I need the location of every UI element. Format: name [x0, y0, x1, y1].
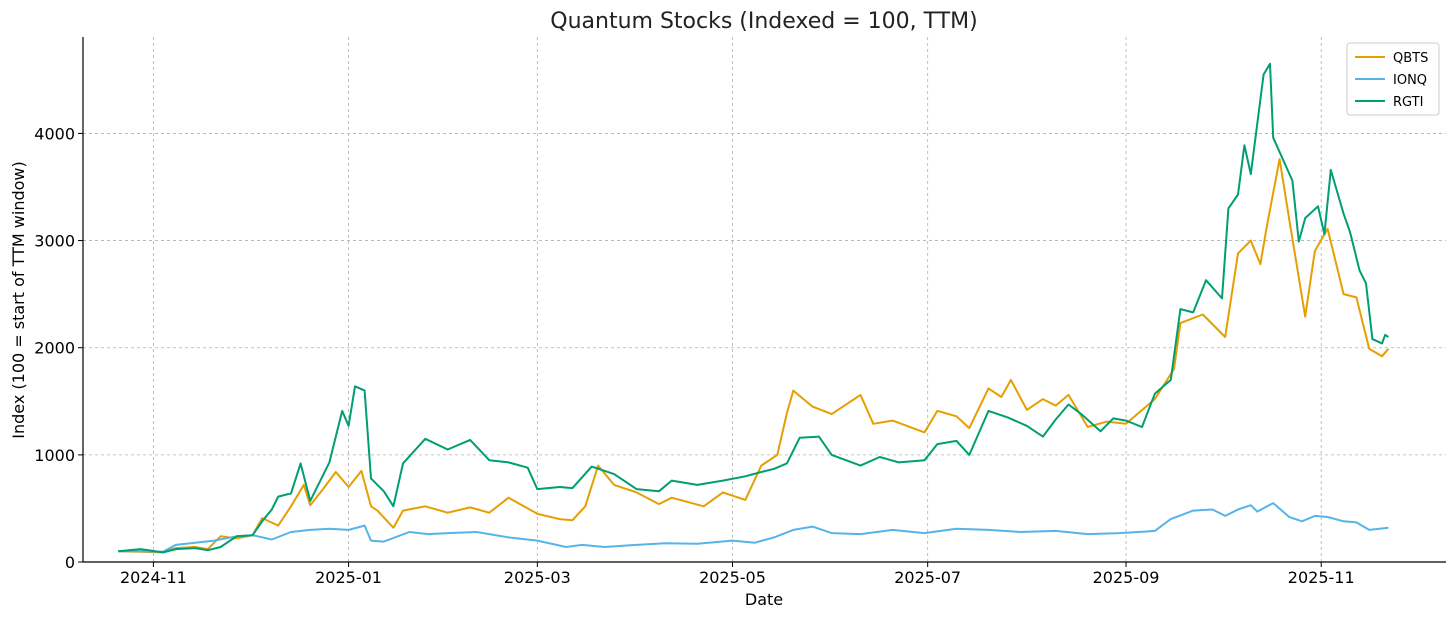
legend-label-ionq: IONQ — [1393, 73, 1427, 88]
series-line-ionq — [118, 502, 1389, 553]
chart-title: Quantum Stocks (Indexed = 100, TTM) — [550, 9, 977, 34]
y-tick-label: 2000 — [34, 339, 75, 358]
x-tick-label: 2025-11 — [1288, 568, 1355, 587]
x-axis-title: Date — [745, 590, 783, 609]
y-tick-label: 1000 — [34, 446, 75, 465]
x-tick-label: 2025-05 — [699, 568, 766, 587]
y-axis-title: Index (100 = start of TTM window) — [9, 161, 28, 438]
legend: QBTS IONQ RGTI — [1346, 42, 1440, 116]
y-tick-label: 4000 — [34, 124, 75, 143]
y-tick-label: 0 — [65, 553, 75, 572]
legend-label-qbts: QBTS — [1393, 51, 1428, 66]
x-axis-ticks: 2024-11 2025-01 2025-03 2025-05 2025-07 2025-… — [120, 562, 1355, 587]
x-tick-label: 2024-11 — [120, 568, 187, 587]
series-line-rgti — [118, 62, 1389, 554]
legend-label-rgti: RGTI — [1393, 95, 1423, 110]
series-lines — [118, 62, 1390, 554]
x-tick-label: 2025-03 — [504, 568, 571, 587]
x-tick-label: 2025-01 — [315, 568, 382, 587]
y-tick-label: 3000 — [34, 232, 75, 251]
x-tick-label: 2025-07 — [894, 568, 961, 587]
gridlines — [83, 37, 1446, 563]
y-axis-ticks: 0 1000 2000 3000 4000 — [34, 124, 83, 572]
legend-box — [1346, 42, 1440, 116]
series-line-qbts — [118, 158, 1390, 554]
x-tick-label: 2025-09 — [1093, 568, 1160, 587]
